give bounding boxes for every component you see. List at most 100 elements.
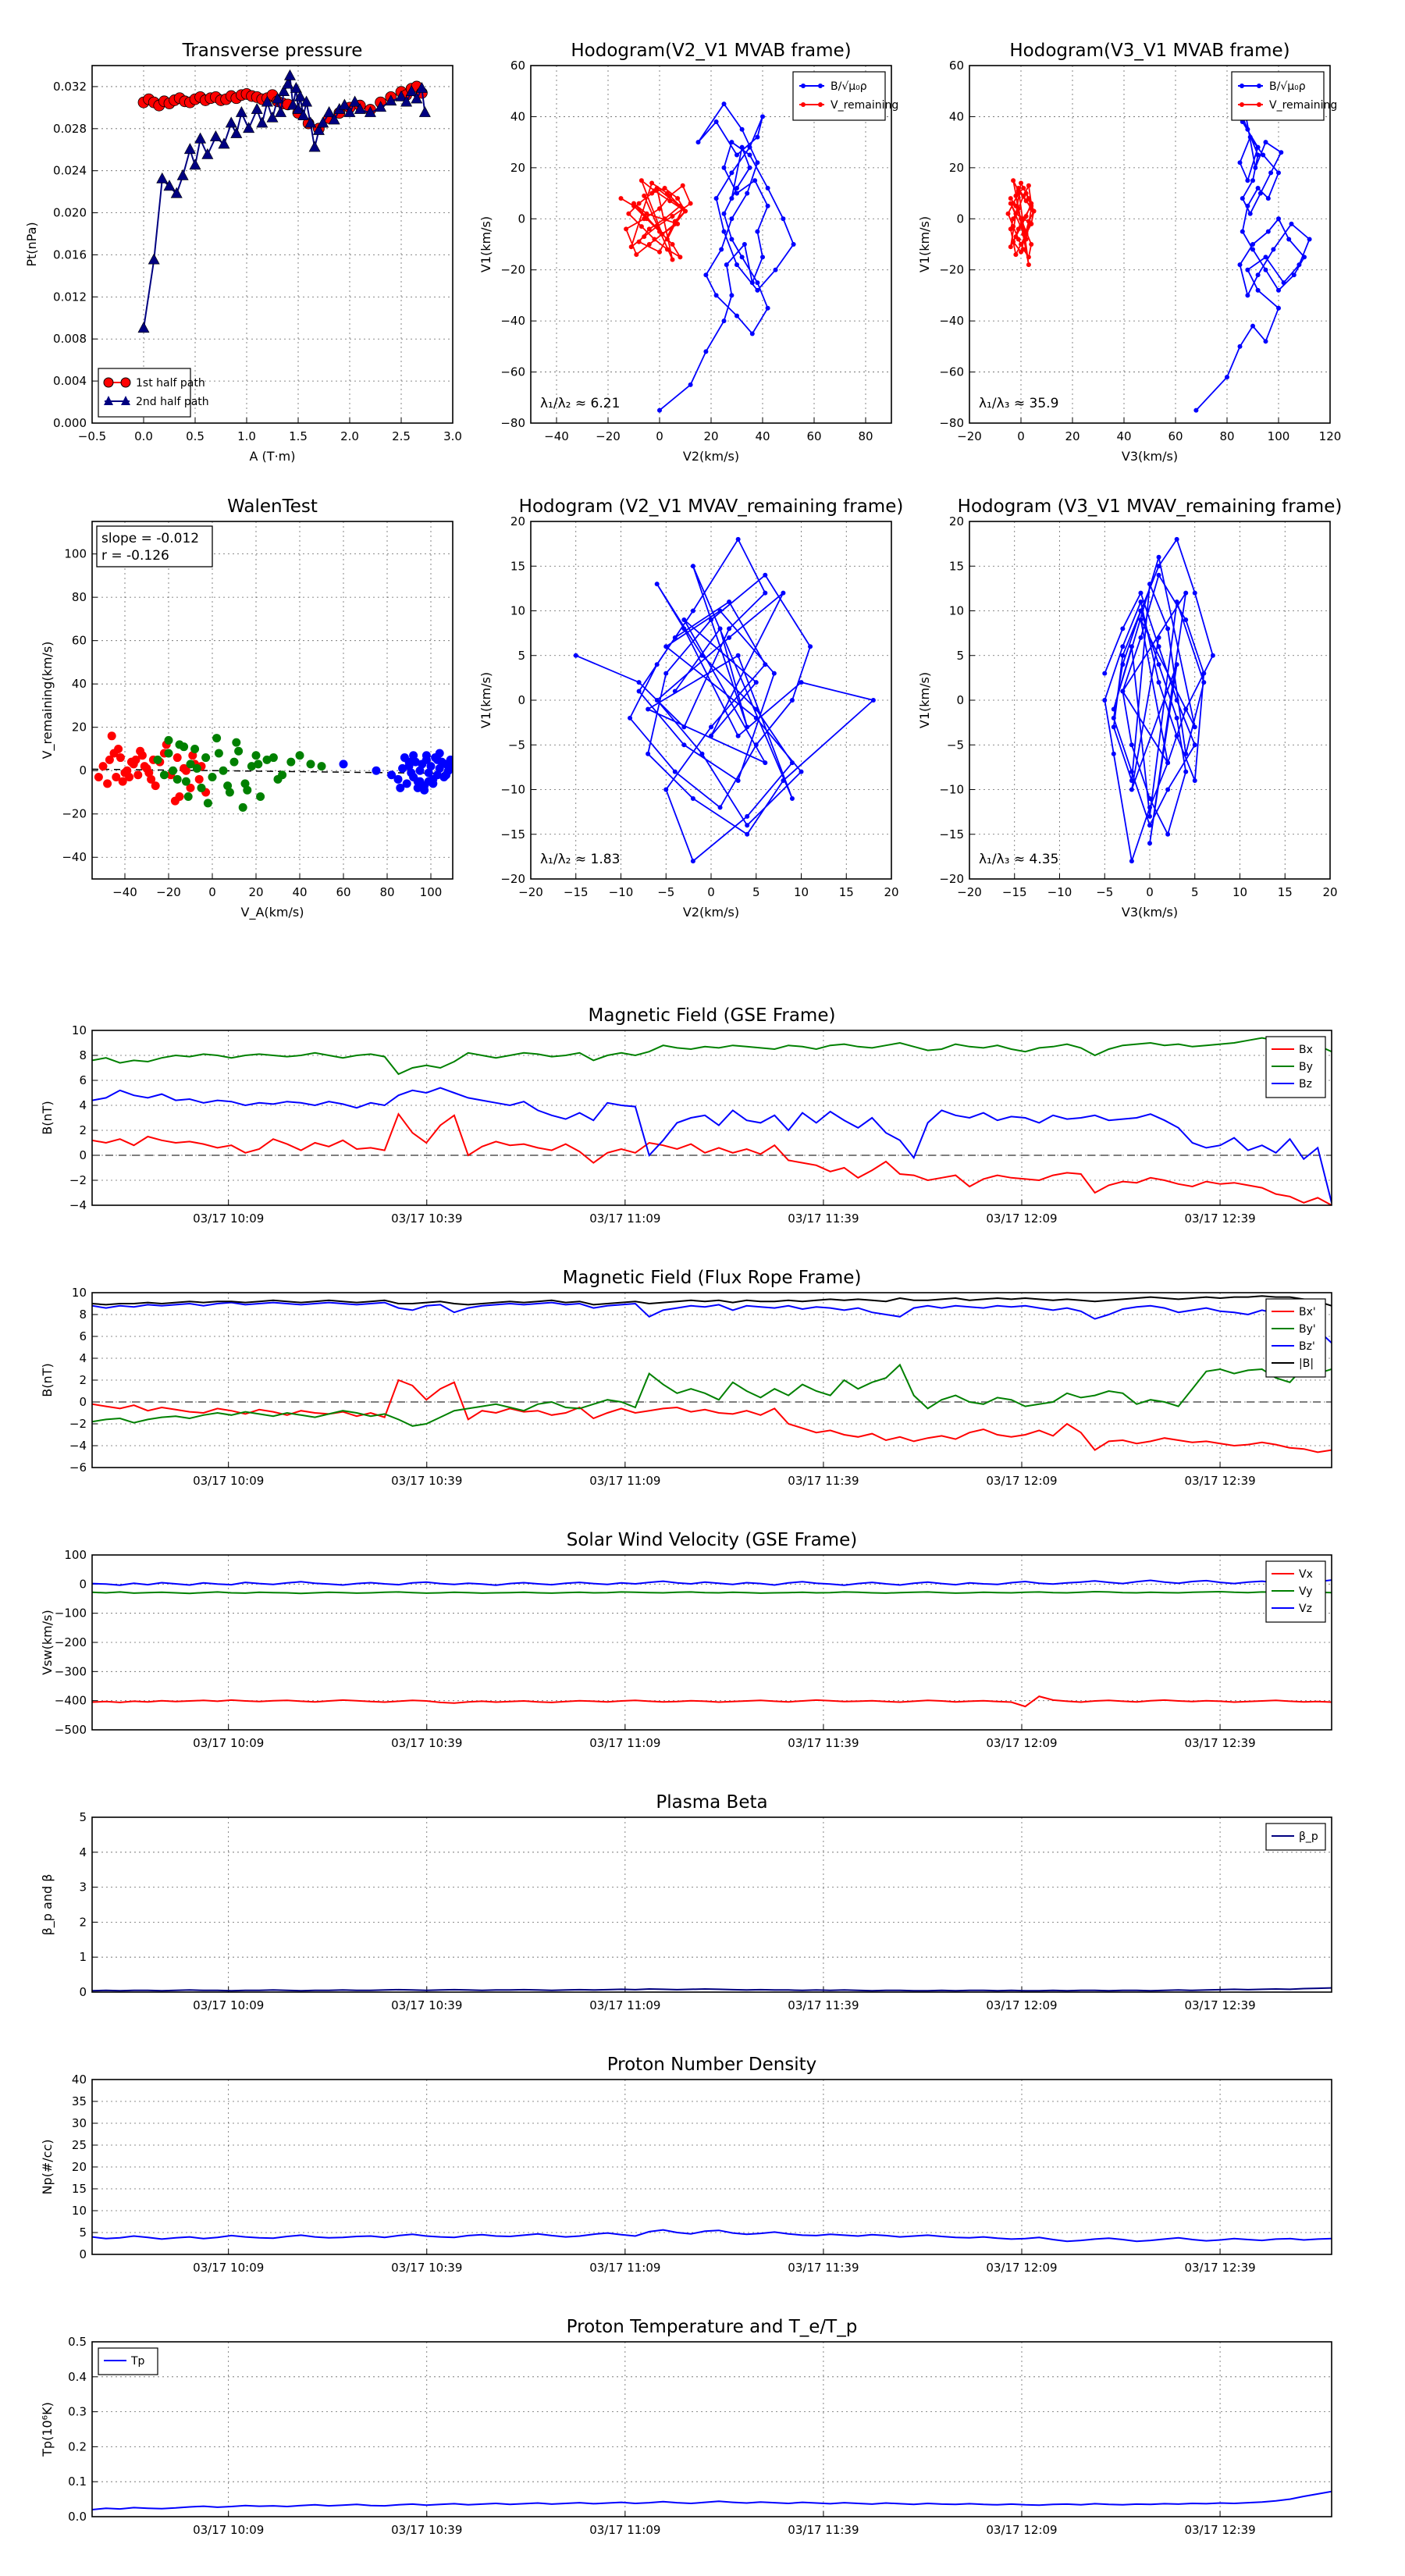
data-point	[1120, 662, 1126, 667]
data-point	[753, 742, 759, 748]
data-point	[1023, 190, 1029, 196]
proton-number-density-panel: 03/17 10:09 03/17 10:39 03/17 11:09 03/17 1…	[40, 2055, 1332, 2275]
data-point	[1245, 203, 1250, 208]
data-point	[407, 768, 416, 777]
fit-annotation: r = -0.126	[101, 548, 169, 564]
time-tick-label: 03/17 10:39	[391, 1212, 462, 1226]
data-point	[654, 582, 660, 587]
legend-box	[1231, 71, 1325, 121]
x-tick-label: 10	[794, 885, 809, 899]
data-point	[646, 706, 651, 712]
data-point	[752, 178, 758, 183]
data-point	[789, 795, 795, 801]
data-point	[1111, 706, 1116, 712]
y-tick-label: 25	[72, 2138, 87, 2152]
y-tick-label: 100	[64, 547, 87, 561]
time-tick-label: 03/17 11:09	[589, 2523, 660, 2537]
data-point	[197, 783, 206, 792]
data-point	[151, 781, 160, 791]
data-point	[1165, 760, 1171, 766]
y-tick-label: 5	[956, 649, 964, 663]
data-point	[163, 180, 176, 191]
y-tick-label: 0	[79, 763, 87, 777]
data-point	[1111, 724, 1116, 730]
data-point	[1029, 242, 1034, 247]
data-point	[681, 626, 687, 632]
data-point	[745, 190, 750, 196]
data-point	[1263, 140, 1268, 145]
data-point	[339, 760, 348, 769]
time-tick-label: 03/17 11:39	[788, 2261, 859, 2275]
data-point	[1019, 180, 1023, 186]
y-tick-label: −10	[500, 783, 525, 797]
x-tick-label: 5	[1191, 885, 1199, 899]
data-point	[717, 608, 723, 614]
data-point	[446, 755, 453, 764]
y-tick-label: 40	[949, 109, 964, 123]
data-point	[729, 237, 735, 242]
data-point	[1291, 272, 1297, 278]
data-point	[1120, 644, 1126, 649]
time-tick-label: 03/17 11:09	[589, 1998, 660, 2012]
x-tick-label: 2.5	[392, 429, 411, 443]
x-tick-label: 0.0	[134, 429, 153, 443]
y-axis-label: V_remaining(km/s)	[40, 642, 55, 760]
data-point	[729, 293, 735, 298]
data-point	[747, 165, 752, 170]
data-point	[404, 757, 414, 767]
data-point	[181, 777, 190, 786]
data-point	[251, 751, 261, 760]
data-point	[1129, 778, 1134, 784]
hodogram-v3-v1-panel: −20 0 20 40 60 80 100 120 −80 −60 −40 −20 0 20 40 60 Hod…	[917, 41, 1341, 464]
y-tick-label: 60	[949, 59, 964, 73]
data-point	[1276, 287, 1281, 293]
y-tick-label: −20	[62, 807, 87, 821]
data-point	[799, 769, 804, 774]
data-point	[1250, 242, 1255, 247]
data-point	[292, 102, 304, 114]
series-line-3	[92, 1295, 1332, 1307]
x-tick-label: −20	[156, 885, 181, 899]
x-axis-label: V2(km/s)	[683, 449, 739, 464]
data-point	[114, 744, 123, 753]
x-tick-label: 80	[858, 429, 873, 443]
x-tick-label: −5	[657, 885, 674, 899]
data-point	[243, 785, 252, 795]
data-point	[317, 762, 326, 771]
series-line-0	[575, 538, 875, 863]
data-point	[1138, 635, 1144, 640]
data-point	[176, 169, 189, 180]
data-point	[156, 172, 169, 183]
data-point	[1201, 671, 1207, 676]
time-tick-label: 03/17 11:39	[788, 2523, 859, 2537]
x-axis-label: V3(km/s)	[1122, 905, 1178, 920]
proton-temperature-plot-area	[92, 2490, 1332, 2510]
y-tick-label: 4	[79, 1098, 87, 1112]
y-tick-label: 0	[79, 2247, 87, 2261]
data-point	[190, 744, 200, 753]
data-point	[418, 105, 431, 117]
x-tick-label: 100	[1268, 429, 1290, 443]
y-tick-label: 0	[956, 212, 964, 226]
data-point	[739, 144, 745, 150]
series-line-2	[92, 1087, 1332, 1204]
data-point	[636, 688, 642, 694]
data-point	[667, 198, 673, 204]
legend: Bx By Bz	[1265, 1036, 1326, 1098]
data-point	[1011, 239, 1016, 244]
data-point	[1156, 680, 1161, 685]
series-line-0	[1195, 91, 1311, 411]
data-point	[735, 152, 739, 158]
data-point	[1156, 564, 1161, 569]
x-tick-label: 0	[1017, 429, 1025, 443]
y-axis-label: B(nT)	[40, 1101, 55, 1134]
legend-label: Bz	[1299, 1078, 1312, 1091]
data-point	[170, 187, 183, 198]
data-point	[173, 774, 182, 784]
y-tick-label: 8	[79, 1308, 87, 1322]
data-point	[393, 774, 403, 784]
time-tick-label: 03/17 10:39	[391, 2523, 462, 2537]
data-point	[735, 262, 739, 268]
data-point	[727, 626, 732, 632]
data-point	[1289, 221, 1294, 226]
